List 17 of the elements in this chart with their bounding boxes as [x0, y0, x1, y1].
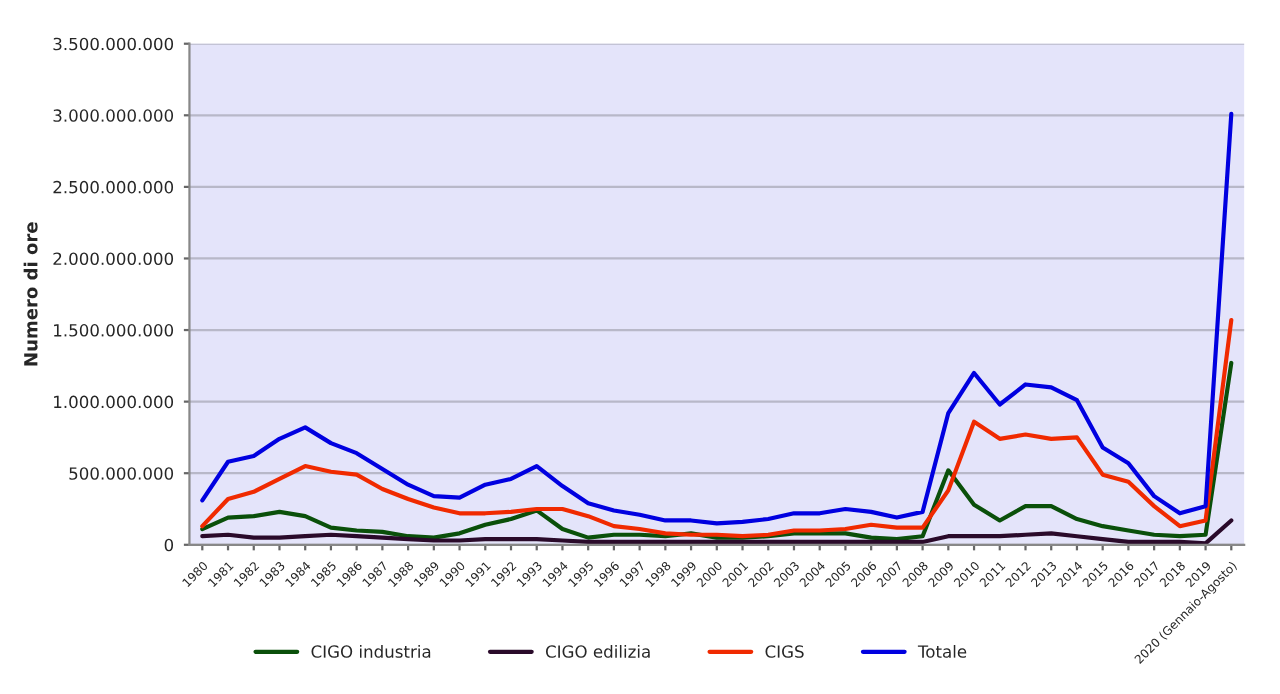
legend-label: Totale — [917, 644, 967, 658]
y-tick-label: 1.000.000.000 — [54, 395, 174, 409]
y-tick-label: 3.000.000.000 — [53, 109, 174, 122]
line-series — [200, 317, 1234, 539]
legend-label: CIGS — [765, 645, 804, 658]
line-series — [200, 518, 1234, 545]
legend-label: CIGO edilizia — [545, 644, 650, 658]
line-series — [200, 360, 1234, 542]
legend-label: CIGO industria — [311, 644, 431, 658]
y-tick-label: 0 — [164, 538, 174, 552]
y-tick-label: 2.000.000.000 — [53, 252, 174, 266]
y-axis-title: Numero di ore — [23, 222, 38, 366]
y-tick-label: 1.500.000.000 — [54, 324, 174, 337]
y-tick-label: 3.500.000.000 — [53, 37, 174, 51]
y-tick-label: 500.000.000 — [69, 467, 174, 480]
y-tick-label: 2.500.000.000 — [53, 180, 174, 194]
line-series — [200, 111, 1234, 526]
